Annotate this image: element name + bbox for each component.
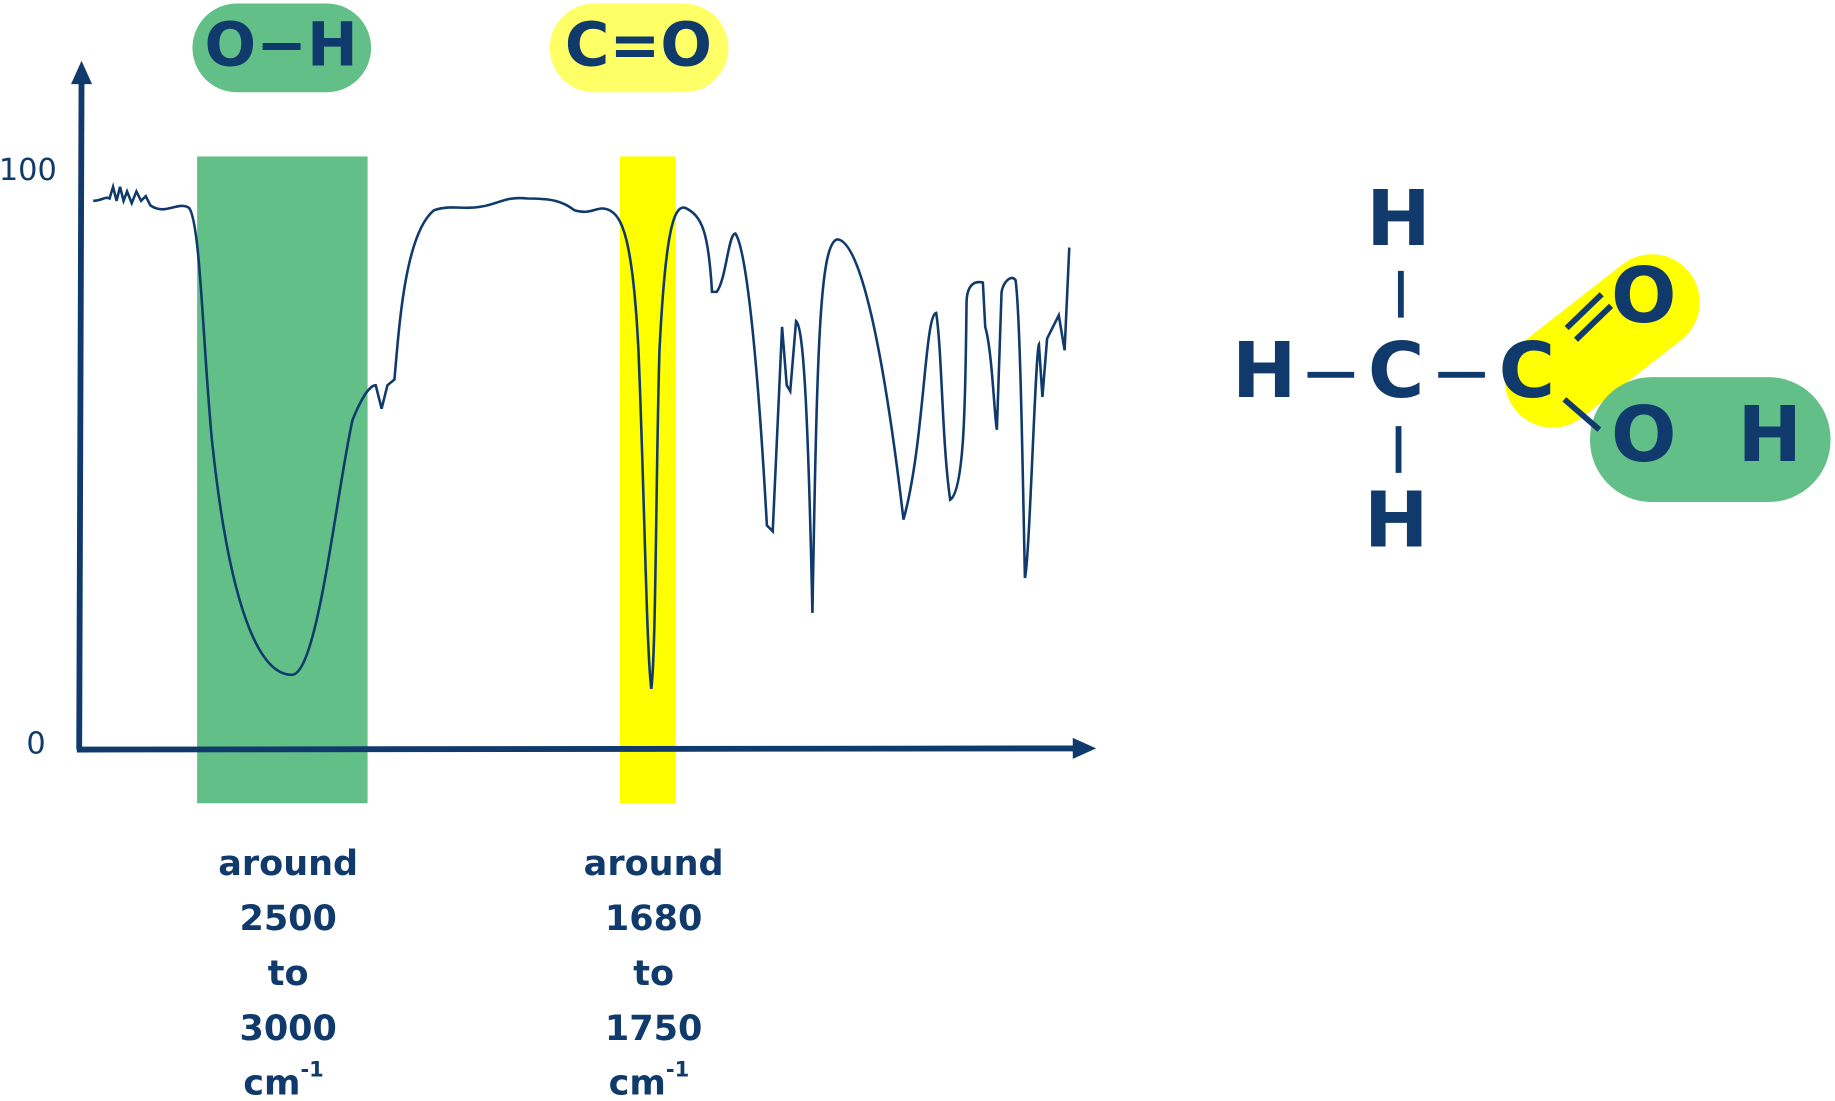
unit: cm — [243, 1063, 300, 1101]
co-label: C=O — [565, 11, 712, 81]
axes — [76, 79, 1077, 753]
exponent: -1 — [300, 1057, 323, 1082]
atom: O — [1611, 390, 1677, 480]
caption-unit: cm-1 — [609, 1057, 690, 1101]
caption-line: to — [268, 953, 309, 994]
spectrum — [93, 181, 1071, 690]
atom: H — [1366, 174, 1430, 264]
oh-label: O−H — [205, 11, 358, 81]
atom: O — [1611, 251, 1677, 341]
molecule: H H C C O O H H — [1232, 174, 1831, 565]
y-axis — [76, 79, 85, 750]
oh-pill — [192, 3, 372, 93]
caption-line: around — [584, 843, 724, 884]
bonds — [1307, 270, 1614, 473]
caption-line: 1750 — [605, 1008, 702, 1049]
unit: cm — [609, 1063, 666, 1101]
co-highlight — [1504, 254, 1700, 428]
caption-line: 3000 — [239, 1008, 336, 1049]
caption-line: 2500 — [239, 898, 336, 939]
atom: C — [1499, 326, 1556, 416]
co-caption: around 1680 to 1750 cm-1 — [584, 843, 724, 1101]
bond — [1573, 303, 1614, 342]
x-axis — [76, 745, 1077, 753]
caption-unit: cm-1 — [243, 1057, 324, 1101]
y-arrow — [71, 60, 93, 85]
y-top-label: 100 — [0, 153, 57, 188]
caption-line: around — [218, 843, 358, 884]
atom: H — [1232, 326, 1296, 416]
oh-band — [197, 156, 368, 804]
atom: H — [1738, 390, 1802, 480]
atom: H — [1364, 475, 1428, 565]
caption-line: to — [633, 953, 674, 994]
caption-line: 1680 — [605, 898, 702, 939]
bond — [1564, 292, 1604, 331]
bond — [1562, 397, 1602, 432]
x-arrow — [1072, 737, 1097, 759]
co-pill — [549, 3, 729, 93]
oh-highlight — [1590, 377, 1831, 503]
atom: C — [1368, 326, 1425, 416]
oh-caption: around 2500 to 3000 cm-1 — [218, 843, 358, 1101]
exponent: -1 — [666, 1057, 689, 1082]
y-bottom-label: 0 — [26, 726, 45, 761]
